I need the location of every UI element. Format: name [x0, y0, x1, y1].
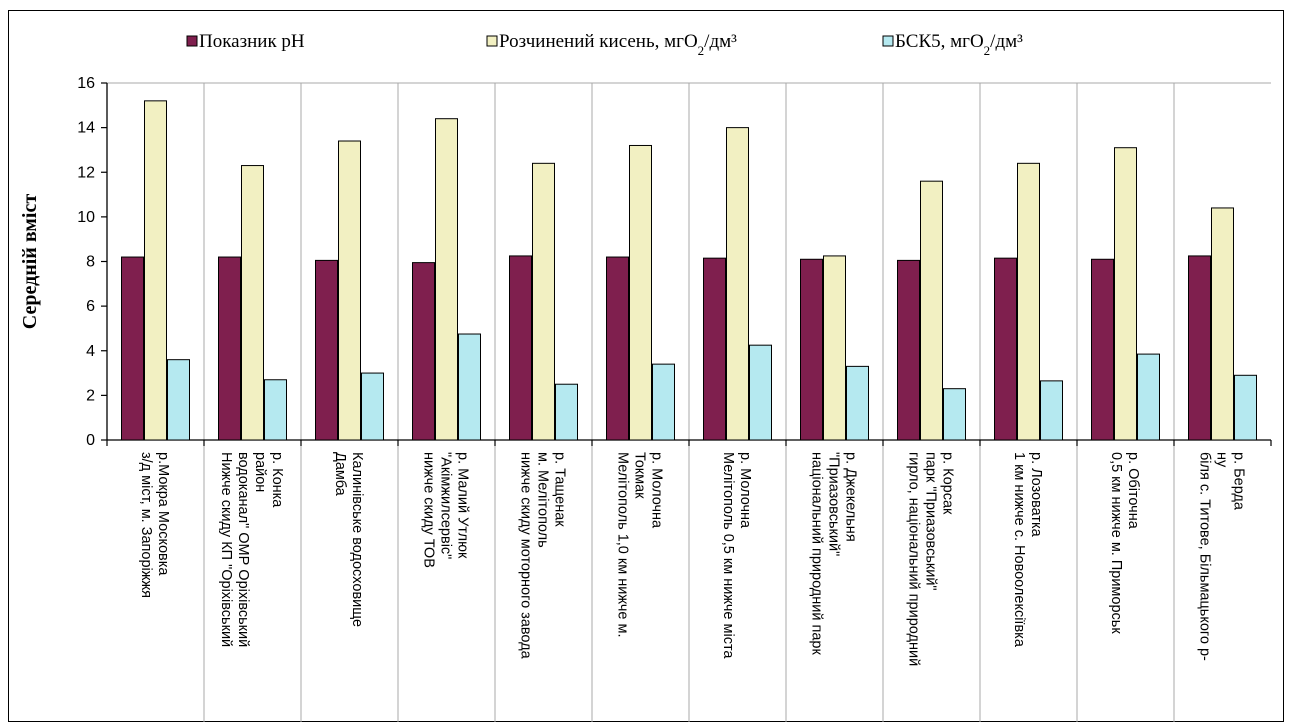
legend-label: Показник рН — [199, 31, 305, 52]
legend-swatch — [882, 35, 894, 47]
category-label-line: Нижче скиду КП "Оріхівський — [218, 452, 234, 647]
category-label: Мелітополь 1,0 км нижче м. Токмак р. Молоч… — [615, 452, 665, 638]
category-label-line: м. Мелітополь — [535, 452, 551, 548]
y-tick-label: 6 — [86, 298, 95, 315]
category-label: національний природний парк "Приазовський… — [809, 452, 859, 655]
bar-bsk5 — [264, 379, 287, 441]
category-label-line: "Акімжилсервіс" — [438, 452, 454, 559]
bar-bsk5 — [458, 333, 481, 441]
bar-oxygen — [629, 144, 652, 441]
category-label: нижче скиду моторного завода м. Мелітопол… — [518, 452, 568, 660]
bar-oxygen — [823, 255, 846, 441]
bar-ph — [800, 258, 823, 441]
y-tick-label: 12 — [77, 164, 95, 181]
category-label-line: р. Корсак — [940, 452, 956, 515]
category-label-line: р. Берда — [1231, 452, 1247, 511]
category-label-line: р. Лозоватка — [1028, 452, 1044, 538]
category-label-line: р. Тащенак — [552, 452, 568, 527]
bar-bsk5 — [361, 372, 384, 441]
bar-oxygen — [532, 162, 555, 441]
bar-bsk5 — [1137, 353, 1160, 441]
bar-ph — [606, 256, 629, 441]
y-tick-label: 10 — [77, 209, 95, 226]
category-label-line: р. Обіточна — [1125, 452, 1141, 530]
category-label-line: водоканал" ОМР Оріхівський — [235, 452, 251, 647]
bar-ph — [703, 257, 726, 441]
category-label-line: нижче скиду ТОВ — [421, 452, 437, 568]
category-label-line: нижче скиду моторного завода — [518, 452, 534, 660]
bar-ph — [1091, 258, 1114, 441]
bar-oxygen — [241, 165, 264, 441]
category-label-line: Мелітополь 0,5 км нижче міста — [720, 452, 736, 659]
category-label-line: р. Конка — [269, 452, 285, 508]
category-label-line: Дамба — [332, 452, 348, 497]
category-label-line: гирло, національний природний — [906, 452, 922, 666]
bar-oxygen — [338, 140, 361, 441]
legend-swatch — [486, 35, 498, 47]
y-axis-title: Середній вміст — [19, 194, 41, 330]
bar-bsk5 — [846, 365, 869, 441]
category-label: гирло, національний природний парк "Приаз… — [906, 452, 956, 666]
category-label-line: р.Мокра Московка — [155, 452, 171, 576]
category-label-line: парк "Приазовський" — [923, 452, 939, 591]
category-label: нижче скиду ТОВ "Акімжилсервіс" р. Малий У… — [421, 452, 471, 568]
category-label-line: р. Малий Утлюк — [455, 452, 471, 559]
category-label: з/д міст, м. Запоріжжя р.Мокра Московка — [138, 452, 171, 598]
category-label-line: Токмак — [632, 452, 648, 499]
bar-ph — [897, 259, 920, 441]
bar-oxygen — [435, 118, 458, 441]
y-tick-label: 14 — [77, 120, 95, 137]
category-label-line: Калинівське водосховище — [349, 452, 365, 627]
legend-label: Розчинений кисень, мгО2/дм³ — [499, 31, 737, 58]
bar-ph — [1188, 255, 1211, 441]
bar-oxygen — [144, 100, 167, 441]
category-label-line: р. Джекельня — [843, 452, 859, 542]
y-tick-label: 16 — [77, 75, 95, 92]
bar-bsk5 — [749, 344, 772, 441]
bar-ph — [315, 259, 338, 441]
category-label: Мелітополь 0,5 км нижче міста р. Молочна — [720, 452, 753, 659]
bar-oxygen — [1114, 147, 1137, 441]
bar-bsk5 — [555, 383, 578, 441]
bar-bsk5 — [943, 388, 966, 441]
bar-oxygen — [1211, 207, 1234, 441]
y-tick-label: 4 — [86, 343, 95, 360]
bar-ph — [121, 256, 144, 441]
category-label-line: "Приазовський" — [826, 452, 842, 556]
category-label: Дамба Калинівське водосховище — [332, 452, 365, 627]
bar-ph — [509, 255, 532, 441]
category-label-line: район — [252, 452, 268, 492]
bar-bsk5 — [652, 363, 675, 441]
bar-ph — [994, 257, 1017, 441]
category-label: 1 км нижче с. Новоолексіївка р. Лозоватка — [1011, 452, 1044, 648]
y-tick-label: 2 — [86, 387, 95, 404]
category-label-line: національний природний парк — [809, 452, 825, 655]
y-tick-label: 0 — [86, 432, 95, 449]
category-label-line: 0,5 км нижче м. Приморськ — [1108, 452, 1124, 634]
bar-oxygen — [726, 127, 749, 441]
bar-oxygen — [1017, 162, 1040, 441]
bar-oxygen — [920, 180, 943, 441]
category-label-line: 1 км нижче с. Новоолексіївка — [1011, 452, 1027, 648]
category-label: Нижче скиду КП "Оріхівський водоканал" ОМ… — [218, 452, 285, 647]
category-label-line: р. Молочна — [649, 452, 665, 529]
category-label-line: біля с. Титове, Більмацького р- — [1197, 452, 1213, 661]
legend-swatch — [186, 35, 198, 47]
bar-bsk5 — [1040, 380, 1063, 441]
y-tick-label: 8 — [86, 254, 95, 271]
bar-bsk5 — [167, 359, 190, 441]
category-label: біля с. Титове, Більмацького р-ну р. Берд… — [1197, 452, 1247, 661]
bar-ph — [412, 262, 435, 441]
chart-frame: 0 2 4 6 8 10 12 14 16 Середній вміст з/д міст, м. … — [8, 10, 1284, 722]
bar-bsk5 — [1234, 374, 1257, 441]
bar-ph — [218, 256, 241, 441]
category-label-line: Мелітополь 1,0 км нижче м. — [615, 452, 631, 638]
category-label: 0,5 км нижче м. Приморськ р. Обіточна — [1108, 452, 1141, 634]
category-label-line: з/д міст, м. Запоріжжя — [138, 452, 154, 598]
category-label-line: р. Молочна — [737, 452, 753, 529]
bar-chart: 0 2 4 6 8 10 12 14 16 Середній вміст з/д міст, м. … — [19, 31, 1272, 722]
legend-label: БСК5, мгО2/дм³ — [895, 31, 1023, 58]
category-label-line: ну — [1214, 452, 1230, 468]
